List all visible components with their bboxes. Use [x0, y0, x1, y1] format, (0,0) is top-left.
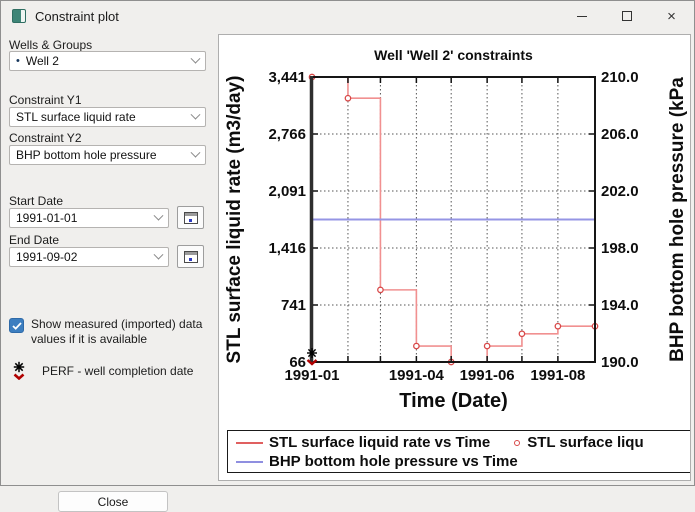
legend-label: STL surface liqu	[527, 434, 644, 451]
constraint-y1-value: STL surface liquid rate	[16, 110, 136, 124]
legend-label: STL surface liquid rate vs Time	[269, 434, 491, 451]
checkbox-check-icon	[11, 321, 22, 330]
y2-tick-label: 194.0	[601, 297, 639, 314]
start-date-calendar-button[interactable]	[177, 206, 204, 229]
chart-title: Well 'Well 2' constraints	[374, 47, 533, 63]
data-point-marker	[554, 322, 562, 330]
legend-item-stl-marker: STL surface liqu	[490, 434, 644, 451]
y2-tick-label: 190.0	[601, 354, 639, 371]
maximize-icon	[621, 11, 632, 21]
y2-tick-label: 202.0	[601, 183, 639, 200]
legend-label: BHP bottom hole pressure vs Time	[269, 453, 518, 470]
legend-item-stl-line: STL surface liquid rate vs Time	[236, 434, 490, 451]
window-title: Constraint plot	[35, 8, 119, 24]
chevron-down-icon	[190, 109, 201, 120]
data-point-marker	[518, 330, 526, 338]
start-date-value: 1991-01-01	[16, 211, 78, 225]
close-icon: ×	[667, 7, 676, 25]
data-point-marker	[344, 94, 352, 102]
start-date-label: Start Date	[9, 194, 64, 208]
well-bullet-icon: •	[16, 55, 20, 67]
show-measured-checkbox[interactable]	[9, 318, 24, 333]
legend-red-marker-swatch	[514, 439, 521, 446]
left-axis-label: STL surface liquid rate (m3/day)	[224, 76, 245, 364]
wells-groups-label: Wells & Groups	[9, 38, 93, 52]
constraint-y1-label: Constraint Y1	[9, 93, 82, 107]
minimize-button[interactable]	[559, 1, 604, 31]
series-line	[312, 76, 595, 363]
chart-panel: 3,441 2,766 2,091 1,416 741 66 210.0 206.0 202.0…	[218, 34, 691, 481]
calendar-icon	[183, 250, 198, 263]
chevron-down-icon	[153, 210, 164, 221]
show-measured-label: Show measured (imported) data values if …	[31, 317, 203, 346]
y2-tick-label: 210.0	[601, 69, 639, 86]
chart-legend: STL surface liquid rate vs Time STL surf…	[227, 430, 690, 473]
chevron-down-icon	[190, 147, 201, 158]
maximize-button[interactable]	[604, 1, 649, 31]
close-window-button[interactable]: ×	[649, 1, 694, 31]
start-date-select[interactable]: 1991-01-01	[9, 208, 169, 228]
end-date-calendar-button[interactable]	[177, 245, 204, 268]
app-icon	[12, 9, 26, 23]
chevron-down-icon	[153, 249, 164, 260]
x-tick-label: 1991-08	[530, 367, 585, 384]
data-point-marker	[483, 342, 491, 350]
y2-tick-label: 198.0	[601, 240, 639, 257]
y1-tick-label: 66	[289, 354, 306, 371]
x-axis-label: Time (Date)	[399, 390, 508, 412]
perf-chevron-icon	[306, 359, 318, 366]
x-tick-label: 1991-04	[389, 367, 445, 384]
constraint-y2-value: BHP bottom hole pressure	[16, 148, 157, 162]
sidebar: Wells & Groups • Well 2 Constraint Y1 ST…	[1, 31, 218, 512]
right-axis-label: BHP bottom hole pressure (kPa	[667, 77, 688, 362]
well-select[interactable]: • Well 2	[9, 51, 206, 71]
y2-tick-label: 206.0	[601, 126, 639, 143]
constraint-y1-select[interactable]: STL surface liquid rate	[9, 107, 206, 127]
end-date-value: 1991-09-02	[16, 250, 78, 264]
data-point-marker	[377, 286, 384, 294]
legend-blue-line-swatch	[236, 460, 263, 463]
end-date-label: End Date	[9, 233, 60, 247]
minimize-icon	[576, 15, 587, 17]
perf-legend-row: PERF - well completion date	[11, 361, 193, 380]
x-tick-label: 1991-01	[284, 367, 339, 384]
constraint-chart: 3,441 2,766 2,091 1,416 741 66 210.0 206.0 202.0…	[224, 47, 688, 412]
legend-red-line-swatch	[236, 441, 263, 444]
calendar-icon	[183, 211, 198, 224]
y1-tick-label: 2,091	[268, 183, 306, 200]
perf-marker-icon	[13, 361, 25, 380]
y1-tick-label: 1,416	[268, 240, 306, 257]
y1-tick-label: 741	[281, 297, 306, 314]
title-bar: Constraint plot ×	[1, 1, 694, 31]
perf-marker-icon	[307, 348, 317, 358]
constraint-y2-select[interactable]: BHP bottom hole pressure	[9, 145, 206, 165]
y1-tick-label: 2,766	[268, 126, 306, 143]
constraint-y2-label: Constraint Y2	[9, 131, 82, 145]
data-point-marker	[413, 342, 420, 350]
close-button[interactable]: Close	[58, 491, 168, 512]
chevron-down-icon	[190, 53, 201, 64]
well-select-value: Well 2	[25, 54, 59, 68]
y1-tick-label: 3,441	[268, 69, 306, 86]
perf-legend-label: PERF - well completion date	[42, 363, 194, 378]
legend-item-bhp-line: BHP bottom hole pressure vs Time	[236, 453, 518, 470]
x-tick-label: 1991-06	[460, 367, 515, 384]
end-date-select[interactable]: 1991-09-02	[9, 247, 169, 267]
